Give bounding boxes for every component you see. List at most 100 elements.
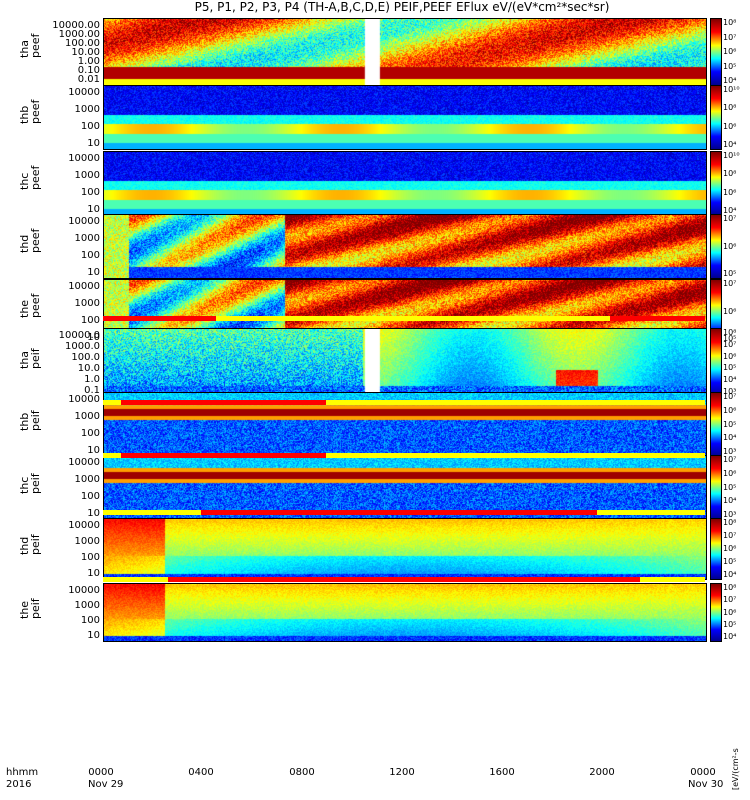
spectrogram-panel-tha-peif bbox=[103, 328, 707, 397]
y-tick-label: 10 bbox=[87, 445, 100, 456]
colorbar-tick-label: 10⁵ bbox=[723, 482, 737, 492]
y-tick-label: 1000 bbox=[74, 474, 100, 485]
colorbar-tick-label: 10¹⁰ bbox=[723, 85, 740, 94]
y-tick-label: 0.01 bbox=[77, 74, 100, 85]
colorbar-tick-label: 10⁸ bbox=[723, 328, 737, 337]
colorbar bbox=[710, 518, 722, 580]
spectrogram-panel-thd-peef bbox=[103, 214, 707, 279]
mode-bar bbox=[103, 453, 705, 458]
colorbar-tick-label: 10⁶ bbox=[723, 241, 737, 251]
colorbar bbox=[710, 85, 722, 150]
x-tick-label: 2000 bbox=[589, 767, 615, 778]
mode-bar bbox=[103, 577, 705, 582]
colorbar-tick-label: 10⁷ bbox=[723, 339, 737, 349]
y-tick-label: 10000 bbox=[68, 153, 100, 164]
y-tick-label: 10.00 bbox=[71, 47, 100, 58]
spectrogram-image bbox=[104, 215, 706, 278]
x-tick-label: 0000 bbox=[88, 767, 114, 778]
y-tick-label: 10 bbox=[87, 630, 100, 641]
colorbar-tick-label: 10⁷ bbox=[723, 595, 737, 605]
y-tick-label: 10 bbox=[87, 568, 100, 579]
spectrogram-panel-tha-peef bbox=[103, 18, 707, 86]
colorbar-tick-label: 10⁵ bbox=[723, 619, 737, 629]
colorbar-tick-label: 10⁶ bbox=[723, 405, 737, 415]
panel-y-label: the peef bbox=[18, 293, 42, 318]
y-tick-label: 10000 bbox=[68, 281, 100, 292]
colorbar-tick-label: 10⁸ bbox=[723, 518, 737, 527]
colorbar-tick-label: 10⁵ bbox=[723, 61, 737, 71]
colorbar-tick-label: 10⁴ bbox=[723, 375, 737, 385]
colorbar-tick-label: 10⁴ bbox=[723, 496, 737, 506]
colorbar-tick-label: 10⁵ bbox=[723, 334, 737, 343]
x-date-start: Nov 29 bbox=[88, 779, 124, 790]
spectrogram-image bbox=[104, 329, 706, 396]
spectrogram-image bbox=[104, 19, 706, 85]
y-tick-label: 100 bbox=[80, 315, 100, 326]
colorbar-tick-label: 10⁴ bbox=[723, 140, 737, 149]
y-tick-label: 0.1 bbox=[84, 385, 100, 396]
y-tick-label: 1000.0 bbox=[65, 341, 100, 352]
colorbar-tick-label: 10⁷ bbox=[723, 32, 737, 42]
colorbar-tick-label: 10⁴ bbox=[723, 632, 737, 641]
colorbar bbox=[710, 455, 722, 520]
spectrogram-panel-thb-peef bbox=[103, 85, 707, 150]
mode-bar-segment bbox=[103, 316, 216, 321]
y-tick-label: 100 bbox=[80, 121, 100, 132]
colorbar-tick-label: 10⁶ bbox=[723, 468, 737, 478]
y-tick-label: 1000 bbox=[74, 411, 100, 422]
y-tick-label: 1000.00 bbox=[58, 29, 100, 40]
y-tick-label: 10000 bbox=[68, 520, 100, 531]
spectrogram-image bbox=[104, 456, 706, 519]
colorbar-tick-label: 10⁵ bbox=[723, 557, 737, 566]
figure-title: P5, P1, P2, P3, P4 (TH-A,B,C,D,E) PEIF,P… bbox=[194, 0, 610, 14]
colorbar-tick-label: 10⁷ bbox=[723, 455, 737, 464]
colorbar-tick-label: 10⁷ bbox=[723, 279, 737, 288]
mode-bar-segment bbox=[120, 453, 327, 458]
x-axis-caption-year: 2016 bbox=[6, 779, 32, 790]
colorbar-tick-label: 10⁶ bbox=[723, 47, 737, 56]
colorbar bbox=[710, 583, 722, 642]
colorbar-tick-label: 10⁴ bbox=[723, 76, 737, 85]
y-tick-label: 10000 bbox=[68, 585, 100, 596]
colorbar-tick-label: 10⁸ bbox=[723, 169, 737, 179]
panel-y-label: thb peif bbox=[18, 409, 42, 431]
colorbar-tick-label: 10⁵ bbox=[723, 419, 737, 429]
panel-y-label: thb peef bbox=[18, 99, 42, 124]
colorbar bbox=[710, 392, 722, 457]
y-tick-label: 10000 bbox=[68, 394, 100, 405]
y-tick-label: 10.0 bbox=[77, 363, 100, 374]
colorbar-tick-label: 10⁸ bbox=[723, 18, 737, 27]
panel-y-label: tha peif bbox=[18, 347, 42, 369]
colorbar-tick-label: 10⁷ bbox=[723, 392, 737, 401]
y-tick-label: 10000.0 bbox=[58, 330, 100, 341]
x-tick-label: 1600 bbox=[489, 767, 515, 778]
y-tick-label: 100 bbox=[80, 187, 100, 198]
panel-y-label: thc peif bbox=[18, 472, 42, 494]
colorbar-tick-label: 10⁶ bbox=[723, 544, 737, 553]
y-tick-label: 10 bbox=[87, 508, 100, 519]
colorbar bbox=[710, 328, 722, 397]
spectrogram-panel-thd-peif bbox=[103, 518, 707, 580]
colorbar-tick-label: 10³ bbox=[723, 510, 737, 519]
colorbar-tick-label: 10⁴ bbox=[723, 206, 737, 215]
colorbar-tick-label: 10³ bbox=[723, 387, 737, 396]
y-tick-label: 100.00 bbox=[65, 38, 100, 49]
x-tick-label: 0000 bbox=[690, 767, 716, 778]
x-date-end: Nov 30 bbox=[688, 779, 724, 790]
mode-bar-segment bbox=[120, 400, 327, 405]
spectrogram-image bbox=[104, 86, 706, 149]
y-tick-label: 100 bbox=[80, 428, 100, 439]
y-tick-label: 10000 bbox=[68, 457, 100, 468]
colorbar bbox=[710, 151, 722, 216]
colorbar-tick-label: 10⁷ bbox=[723, 531, 737, 540]
y-tick-label: 1000 bbox=[74, 104, 100, 115]
y-tick-label: 10 bbox=[87, 138, 100, 149]
colorbar-tick-label: 10⁶ bbox=[723, 306, 737, 316]
colorbar-tick-label: 10⁴ bbox=[723, 433, 737, 443]
colorbar-tick-label: 10⁸ bbox=[723, 103, 737, 113]
x-tick-label: 0400 bbox=[188, 767, 214, 778]
panel-y-label: tha peef bbox=[18, 33, 42, 58]
colorbar bbox=[710, 18, 722, 86]
y-tick-label: 10 bbox=[87, 204, 100, 215]
colorbar-tick-label: 10⁶ bbox=[723, 607, 737, 617]
